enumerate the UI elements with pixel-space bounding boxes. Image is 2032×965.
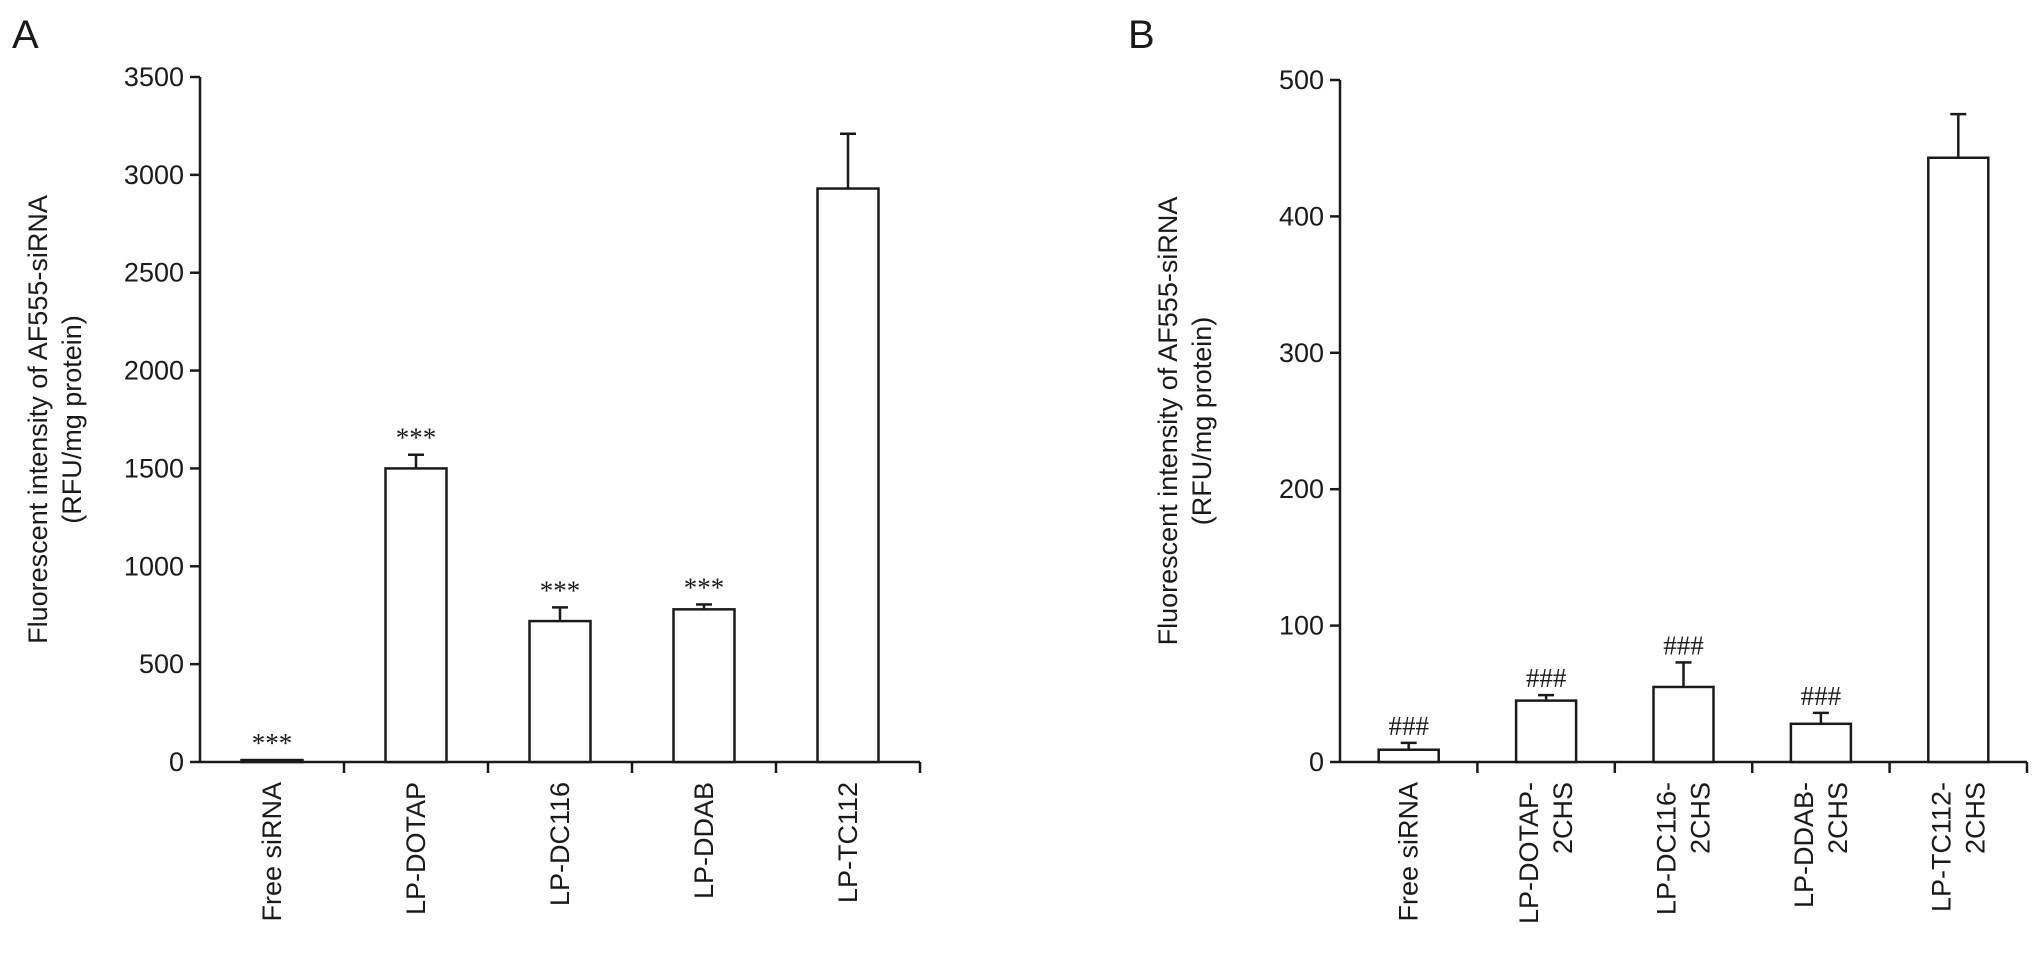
y-axis-label: (RFU/mg protein) xyxy=(57,315,87,524)
y-tick-label: 2000 xyxy=(124,356,184,386)
y-tick-label: 500 xyxy=(139,649,184,679)
bar xyxy=(816,187,880,764)
y-tick-label: 2500 xyxy=(124,258,184,288)
category-label: LP-DOTAP xyxy=(401,782,431,915)
y-tick-label: 500 xyxy=(1279,65,1324,95)
y-tick-label: 1500 xyxy=(124,453,184,483)
y-tick-label: 200 xyxy=(1279,474,1324,504)
y-tick-label: 0 xyxy=(169,747,184,777)
y-axis-label: (RFU/mg protein) xyxy=(1187,317,1217,526)
significance-marker: *** xyxy=(540,575,581,605)
significance-marker: ### xyxy=(1663,630,1704,660)
panel-b-chart: B Fluorescent intensity of AF555-siRNA (RF… xyxy=(1128,13,2029,924)
category-label: LP-DC116 xyxy=(545,782,575,906)
category-label: Free siRNA xyxy=(257,782,287,922)
category-label: 2CHS xyxy=(1548,782,1578,854)
category-label: LP-TC112 xyxy=(833,782,863,903)
significance-marker: *** xyxy=(252,728,293,758)
category-label: 2CHS xyxy=(1823,782,1853,854)
significance-marker: ### xyxy=(1801,681,1842,711)
y-tick-label: 400 xyxy=(1279,201,1324,231)
significance-marker: ### xyxy=(1526,663,1567,693)
significance-marker: *** xyxy=(684,572,725,602)
significance-marker: *** xyxy=(396,423,437,453)
significance-marker: ### xyxy=(1388,711,1429,741)
panel-label: A xyxy=(12,13,39,57)
y-axis-label: Fluorescent intensity of AF555-siRNA xyxy=(23,195,53,644)
y-axis-label: Fluorescent intensity of AF555-siRNA xyxy=(1153,197,1183,646)
category-label: LP-DDAB xyxy=(689,782,719,899)
bar xyxy=(384,467,448,764)
bar xyxy=(672,608,736,764)
y-tick-label: 3000 xyxy=(124,160,184,190)
y-tick-label: 0 xyxy=(1309,747,1324,777)
bar xyxy=(1514,699,1578,764)
bar xyxy=(1377,748,1440,764)
y-tick-label: 100 xyxy=(1279,611,1324,641)
category-label: LP-DDAB- xyxy=(1789,782,1819,908)
bar xyxy=(1927,156,1990,764)
panel-a-chart: A Fluorescent intensity of AF555-siRNA (RF… xyxy=(12,13,922,922)
category-label: 2CHS xyxy=(1960,782,1990,854)
category-label: Free siRNA xyxy=(1394,782,1424,922)
category-label: LP-TC112- xyxy=(1926,782,1956,912)
bar xyxy=(1789,722,1853,764)
y-tick-label: 3500 xyxy=(124,62,184,92)
category-label: LP-DC116- xyxy=(1652,782,1682,915)
bar xyxy=(240,758,304,764)
bar xyxy=(528,619,592,764)
y-tick-label: 300 xyxy=(1279,338,1324,368)
bar xyxy=(1652,685,1715,764)
y-tick-label: 1000 xyxy=(124,551,184,581)
category-label: 2CHS xyxy=(1686,782,1716,854)
category-label: LP-DOTAP- xyxy=(1514,782,1544,924)
panel-label: B xyxy=(1128,13,1155,57)
